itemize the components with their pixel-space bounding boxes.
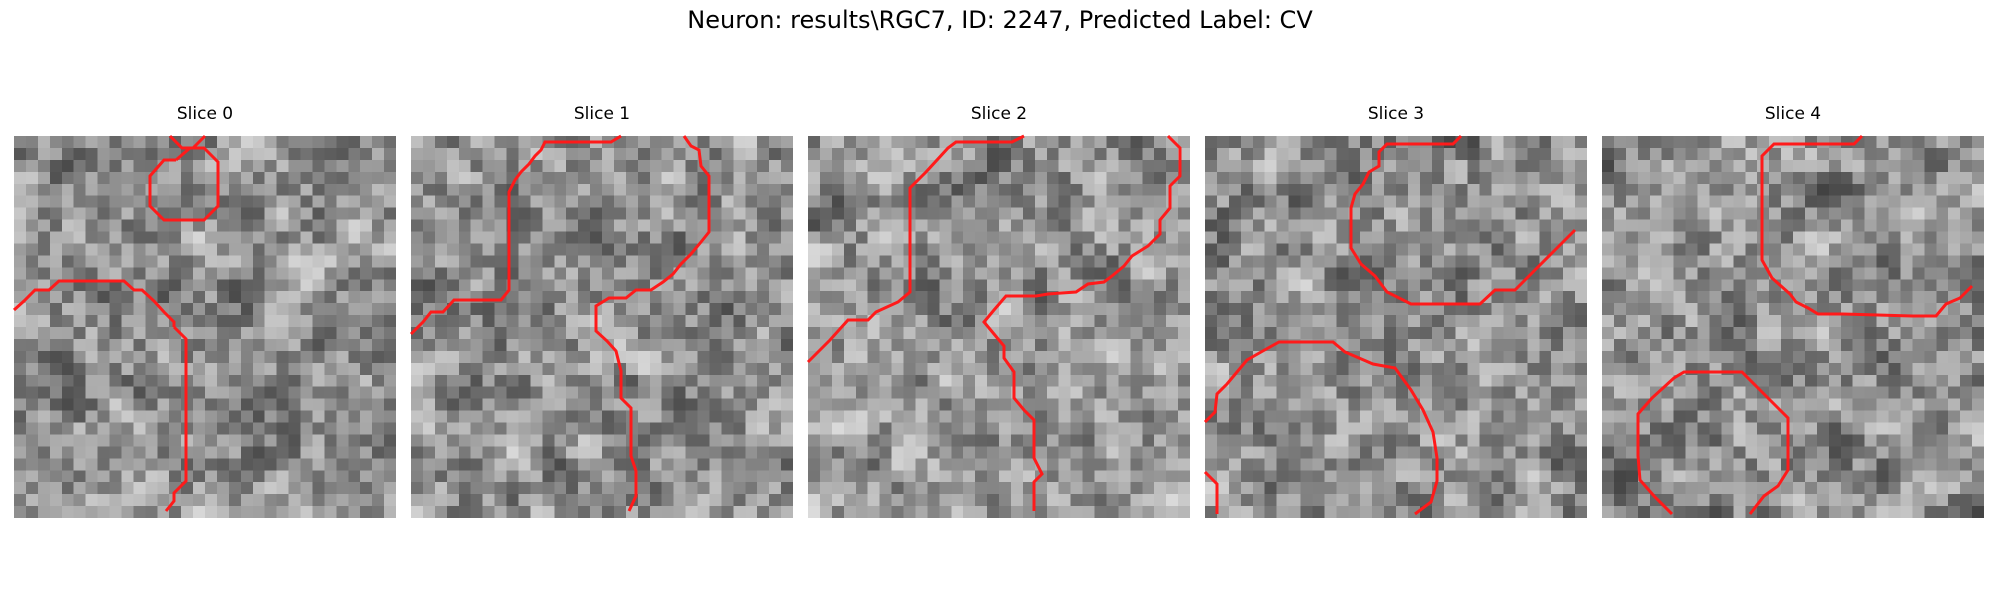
contour-line — [1203, 340, 1439, 516]
contour-overlay — [12, 134, 220, 512]
slice-title: Slice 4 — [1764, 104, 1822, 124]
contour-line — [1349, 134, 1577, 306]
contour-line — [1203, 470, 1219, 514]
contour-line — [1636, 370, 1790, 516]
slice-image — [411, 136, 793, 518]
slice-title: Slice 3 — [1367, 104, 1425, 124]
slice-image — [808, 136, 1190, 518]
contour-line — [409, 134, 622, 336]
contour-overlay — [806, 134, 1182, 511]
contour-overlay — [1203, 134, 1577, 516]
slice-image — [14, 136, 396, 518]
slice-title: Slice 2 — [970, 104, 1028, 124]
slice-image — [1602, 136, 1984, 518]
slice-title: Slice 1 — [573, 104, 631, 124]
slice-image — [1205, 136, 1587, 518]
contour-line — [1760, 134, 1974, 318]
contour-line — [806, 134, 1025, 364]
contour-line — [168, 134, 207, 150]
contour-line — [982, 134, 1182, 511]
contour-line — [148, 146, 220, 222]
slice-title: Slice 0 — [176, 104, 234, 124]
contour-overlay — [1636, 134, 1974, 516]
contour-line — [594, 135, 711, 512]
contour-line — [12, 279, 176, 327]
contour-overlay — [409, 134, 711, 512]
figure-title: Neuron: results\RGC7, ID: 2247, Predicte… — [687, 6, 1313, 34]
contour-line — [164, 325, 188, 512]
